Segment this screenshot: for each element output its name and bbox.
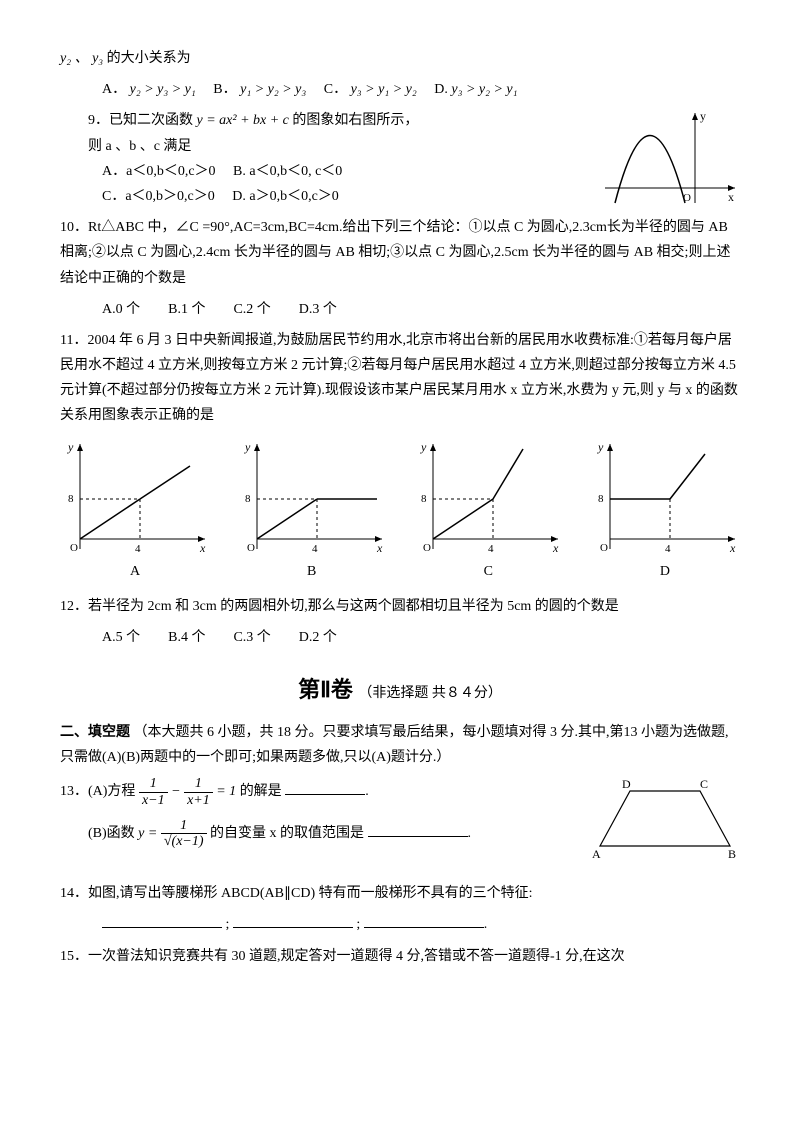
svg-text:8: 8 bbox=[68, 493, 74, 505]
svg-text:4: 4 bbox=[135, 543, 141, 555]
q11-graph-A: O x y 8 4 A bbox=[60, 439, 210, 584]
y-axis-label: y bbox=[700, 109, 706, 123]
svg-text:O: O bbox=[423, 542, 431, 554]
q11-B-label: B bbox=[237, 559, 387, 584]
svg-text:O: O bbox=[247, 542, 255, 554]
svg-text:x: x bbox=[199, 541, 206, 555]
svg-text:8: 8 bbox=[421, 493, 427, 505]
svg-text:O: O bbox=[70, 542, 78, 554]
q13: A B C D 13．(A)方程 1 x−1 − 1 x+1 = 1 的解是 .… bbox=[60, 776, 740, 866]
q11-A-label: A bbox=[60, 559, 210, 584]
svg-text:y: y bbox=[67, 440, 74, 454]
q9-B: B. a＜0,b＜0, c＜0 bbox=[233, 164, 342, 179]
svg-text:8: 8 bbox=[598, 493, 604, 505]
q8-C: C． bbox=[324, 82, 347, 97]
svg-text:y: y bbox=[597, 440, 604, 454]
q8-A-math: y₂ > y₃ > y₁ bbox=[130, 82, 196, 97]
q9-D: D. a＞0,b＜0,c＞0 bbox=[232, 189, 339, 204]
q8-C-math: y₃ > y₁ > y₂ bbox=[351, 82, 417, 97]
x-axis-label: x bbox=[728, 190, 734, 204]
section2-title: 第Ⅱ卷 （非选择题 共８４分） bbox=[60, 670, 740, 710]
svg-text:8: 8 bbox=[245, 493, 251, 505]
q8-D-math: y₃ > y₂ > y₁ bbox=[451, 82, 517, 97]
q13A-pre: 13．(A)方程 bbox=[60, 784, 139, 799]
fracB: 1 √(x−1) bbox=[161, 818, 207, 850]
frac2: 1 x+1 bbox=[184, 776, 213, 808]
svg-text:y: y bbox=[244, 440, 251, 454]
q8-math: y₂ 、 y₃ bbox=[60, 51, 103, 66]
q9-l1a: 9．已知二次函数 bbox=[88, 113, 197, 128]
section2-title-b: （非选择题 共８４分） bbox=[358, 686, 502, 701]
q11-D-label: D bbox=[590, 559, 740, 584]
svg-text:4: 4 bbox=[488, 543, 494, 555]
q12-opts: A.5 个 B.4 个 C.3 个 D.2 个 bbox=[60, 625, 740, 650]
section2-title-a: 第Ⅱ卷 bbox=[298, 677, 353, 702]
q14-blank3[interactable] bbox=[364, 913, 484, 928]
q11-graph-C: O x y 8 4 C bbox=[413, 439, 563, 584]
q13B-mid: 的自变量 x 的取值范围是 bbox=[210, 826, 364, 841]
y-eq: y = bbox=[138, 826, 161, 841]
q13B-pre: (B)函数 bbox=[88, 826, 138, 841]
q14-blanks: ; ; . bbox=[60, 912, 740, 937]
svg-text:D: D bbox=[622, 777, 631, 791]
q12: 12．若半径为 2cm 和 3cm 的两圆相外切,那么与这两个圆都相切且半径为 … bbox=[60, 594, 740, 619]
svg-text:x: x bbox=[552, 541, 559, 555]
svg-text:A: A bbox=[592, 847, 601, 861]
svg-text:4: 4 bbox=[665, 543, 671, 555]
q8-A: A． bbox=[102, 82, 126, 97]
q11-C-label: C bbox=[413, 559, 563, 584]
q13B-blank[interactable] bbox=[368, 822, 468, 837]
q15: 15．一次普法知识竞赛共有 30 道题,规定答对一道题得 4 分,答错或不答一道… bbox=[60, 944, 740, 969]
q9-l1b: 的图象如右图所示， bbox=[292, 113, 418, 128]
q14-sep1: ; bbox=[226, 917, 230, 932]
q9-C: C．a＜0,b＞0,c＞0 bbox=[102, 189, 215, 204]
q11-graph-D: O x y 8 4 D bbox=[590, 439, 740, 584]
svg-text:y: y bbox=[420, 440, 427, 454]
svg-text:C: C bbox=[700, 777, 708, 791]
q10: 10．Rt△ABC 中，∠C =90°,AC=3cm,BC=4cm.给出下列三个… bbox=[60, 215, 740, 291]
eq-end: = 1 bbox=[216, 784, 236, 799]
q9-parabola-graph: x y O bbox=[600, 108, 740, 208]
q8-B: B． bbox=[213, 82, 236, 97]
q8-D: D. bbox=[434, 82, 448, 97]
origin-label: O bbox=[683, 192, 691, 204]
q8-text: 的大小关系为 bbox=[107, 51, 191, 66]
svg-text:x: x bbox=[729, 541, 736, 555]
q14-blank2[interactable] bbox=[233, 913, 353, 928]
q9-l1m: y = ax² + bx + c bbox=[197, 113, 289, 128]
svg-text:4: 4 bbox=[312, 543, 318, 555]
q11-graphs-row: O x y 8 4 A O x y 8 4 B bbox=[60, 439, 740, 584]
svg-text:B: B bbox=[728, 847, 736, 861]
q13A-blank[interactable] bbox=[285, 780, 365, 795]
fill-header: 二、填空题 bbox=[60, 725, 130, 740]
q10-opts: A.0 个 B.1 个 C.2 个 D.3 个 bbox=[60, 297, 740, 322]
q8-B-math: y₁ > y₂ > y₃ bbox=[240, 82, 306, 97]
q11-graph-B: O x y 8 4 B bbox=[237, 439, 387, 584]
q14-sep2: ; bbox=[356, 917, 360, 932]
fill-header-row: 二、填空题 （本大题共 6 小题，共 18 分。只要求填写最后结果，每小题填对得… bbox=[60, 720, 740, 770]
frac1: 1 x−1 bbox=[139, 776, 168, 808]
q9: x y O 9．已知二次函数 y = ax² + bx + c 的图象如右图所示… bbox=[60, 108, 740, 209]
q9-A: A．a＜0,b＜0,c＞0 bbox=[102, 164, 216, 179]
q14: 14．如图,请写出等腰梯形 ABCD(AB∥CD) 特有而一般梯形不具有的三个特… bbox=[60, 881, 740, 906]
q8-opts: A． y₂ > y₃ > y₁ B． y₁ > y₂ > y₃ C． y₃ > … bbox=[60, 77, 740, 102]
q11: 11．2004 年 6 月 3 日中央新闻报道,为鼓励居民节约用水,北京市将出台… bbox=[60, 328, 740, 429]
trapezoid-diagram: A B C D bbox=[590, 776, 740, 866]
svg-text:O: O bbox=[600, 542, 608, 554]
q8-line: y₂ 、 y₃ 的大小关系为 bbox=[60, 46, 740, 71]
q13A-mid: 的解是 bbox=[240, 784, 282, 799]
fill-desc: （本大题共 6 小题，共 18 分。只要求填写最后结果，每小题填对得 3 分.其… bbox=[60, 725, 729, 765]
svg-text:x: x bbox=[376, 541, 383, 555]
minus: − bbox=[171, 784, 184, 799]
q14-blank1[interactable] bbox=[102, 913, 222, 928]
